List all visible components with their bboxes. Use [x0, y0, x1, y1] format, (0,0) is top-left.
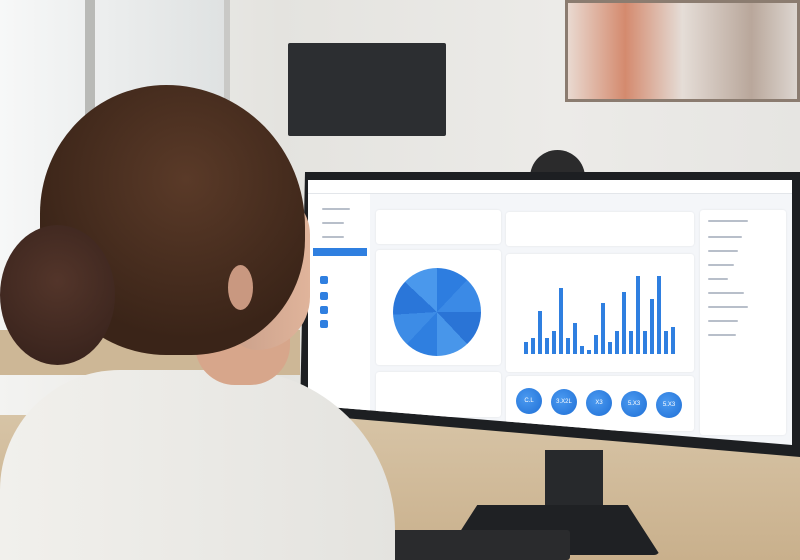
bar [566, 338, 570, 354]
bar [671, 326, 675, 354]
kpi-circle: 3.X2L [551, 389, 577, 415]
wall-tv [288, 43, 446, 136]
bar [601, 303, 605, 354]
bar [608, 342, 612, 354]
bar-chart [524, 274, 684, 354]
kpi-circle: 5.X3 [621, 391, 647, 417]
keyboard [380, 530, 570, 560]
card-top-middle [506, 212, 694, 246]
kpi-card: C.L 3.X2L X3 5.X3 5.X3 [506, 376, 694, 431]
bar [657, 276, 661, 354]
bar [622, 291, 626, 354]
bar-chart-card [506, 254, 694, 372]
pie-chart [393, 268, 481, 356]
woman-hair-bun [0, 225, 115, 365]
bar [650, 299, 654, 354]
bar [636, 276, 640, 354]
monitor-screen: C.L 3.X2L X3 5.X3 5.X3 [308, 180, 792, 445]
card-bottom-left [376, 372, 501, 417]
bar [573, 322, 577, 354]
woman-ear [228, 265, 253, 310]
bar [643, 330, 647, 354]
bar [615, 330, 619, 354]
bar [559, 287, 563, 354]
sidebar-item-active[interactable] [313, 248, 367, 256]
wall-painting [565, 0, 800, 102]
bar [580, 346, 584, 354]
bar [538, 311, 542, 354]
bar [594, 334, 598, 354]
bar [664, 330, 668, 354]
bar [552, 330, 556, 354]
bar [524, 342, 528, 354]
nav-icon[interactable] [320, 276, 328, 284]
monitor-logo [512, 438, 522, 446]
woman-shirt [0, 370, 395, 560]
browser-toolbar [308, 180, 792, 194]
nav-icon[interactable] [320, 320, 328, 328]
bar [545, 338, 549, 354]
pie-card [376, 250, 501, 365]
bar [587, 350, 591, 354]
kpi-circle: 5.X3 [656, 392, 682, 418]
bar [531, 338, 535, 354]
right-panel [700, 210, 786, 435]
bar [629, 330, 633, 354]
kpi-circle: X3 [586, 390, 612, 416]
card-top-left [376, 210, 501, 244]
nav-icon[interactable] [320, 306, 328, 314]
nav-icon[interactable] [320, 292, 328, 300]
kpi-circle: C.L [516, 388, 542, 414]
